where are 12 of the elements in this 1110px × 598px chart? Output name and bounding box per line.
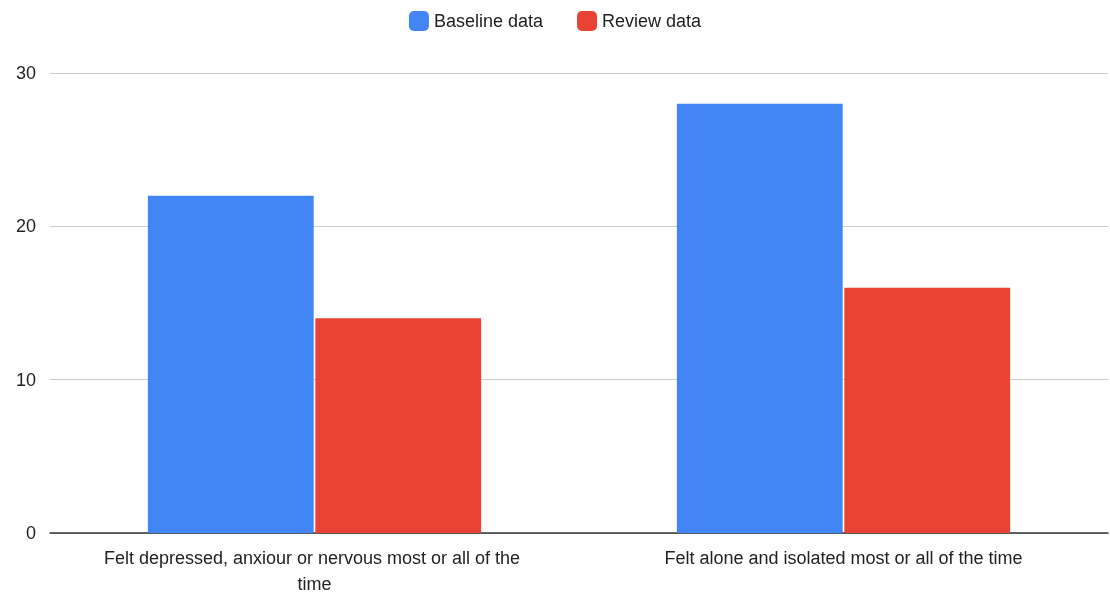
- y-tick-label: 30: [15, 63, 36, 83]
- legend-label: Review data: [602, 11, 703, 31]
- x-tick-label: Felt alone and isolated most or all of the time: [664, 548, 1023, 568]
- bar: [315, 318, 482, 533]
- y-tick-label: 20: [15, 216, 36, 237]
- bar: [147, 195, 314, 533]
- y-tick-label: 0: [25, 523, 36, 543]
- y-tick-label: 10: [15, 369, 36, 390]
- legend-label: Baseline data: [433, 11, 544, 31]
- bar: [676, 103, 843, 533]
- x-tick-label: Felt depressed, anxiour or nervous most or all of the time: [103, 548, 526, 594]
- bar: [844, 287, 1011, 533]
